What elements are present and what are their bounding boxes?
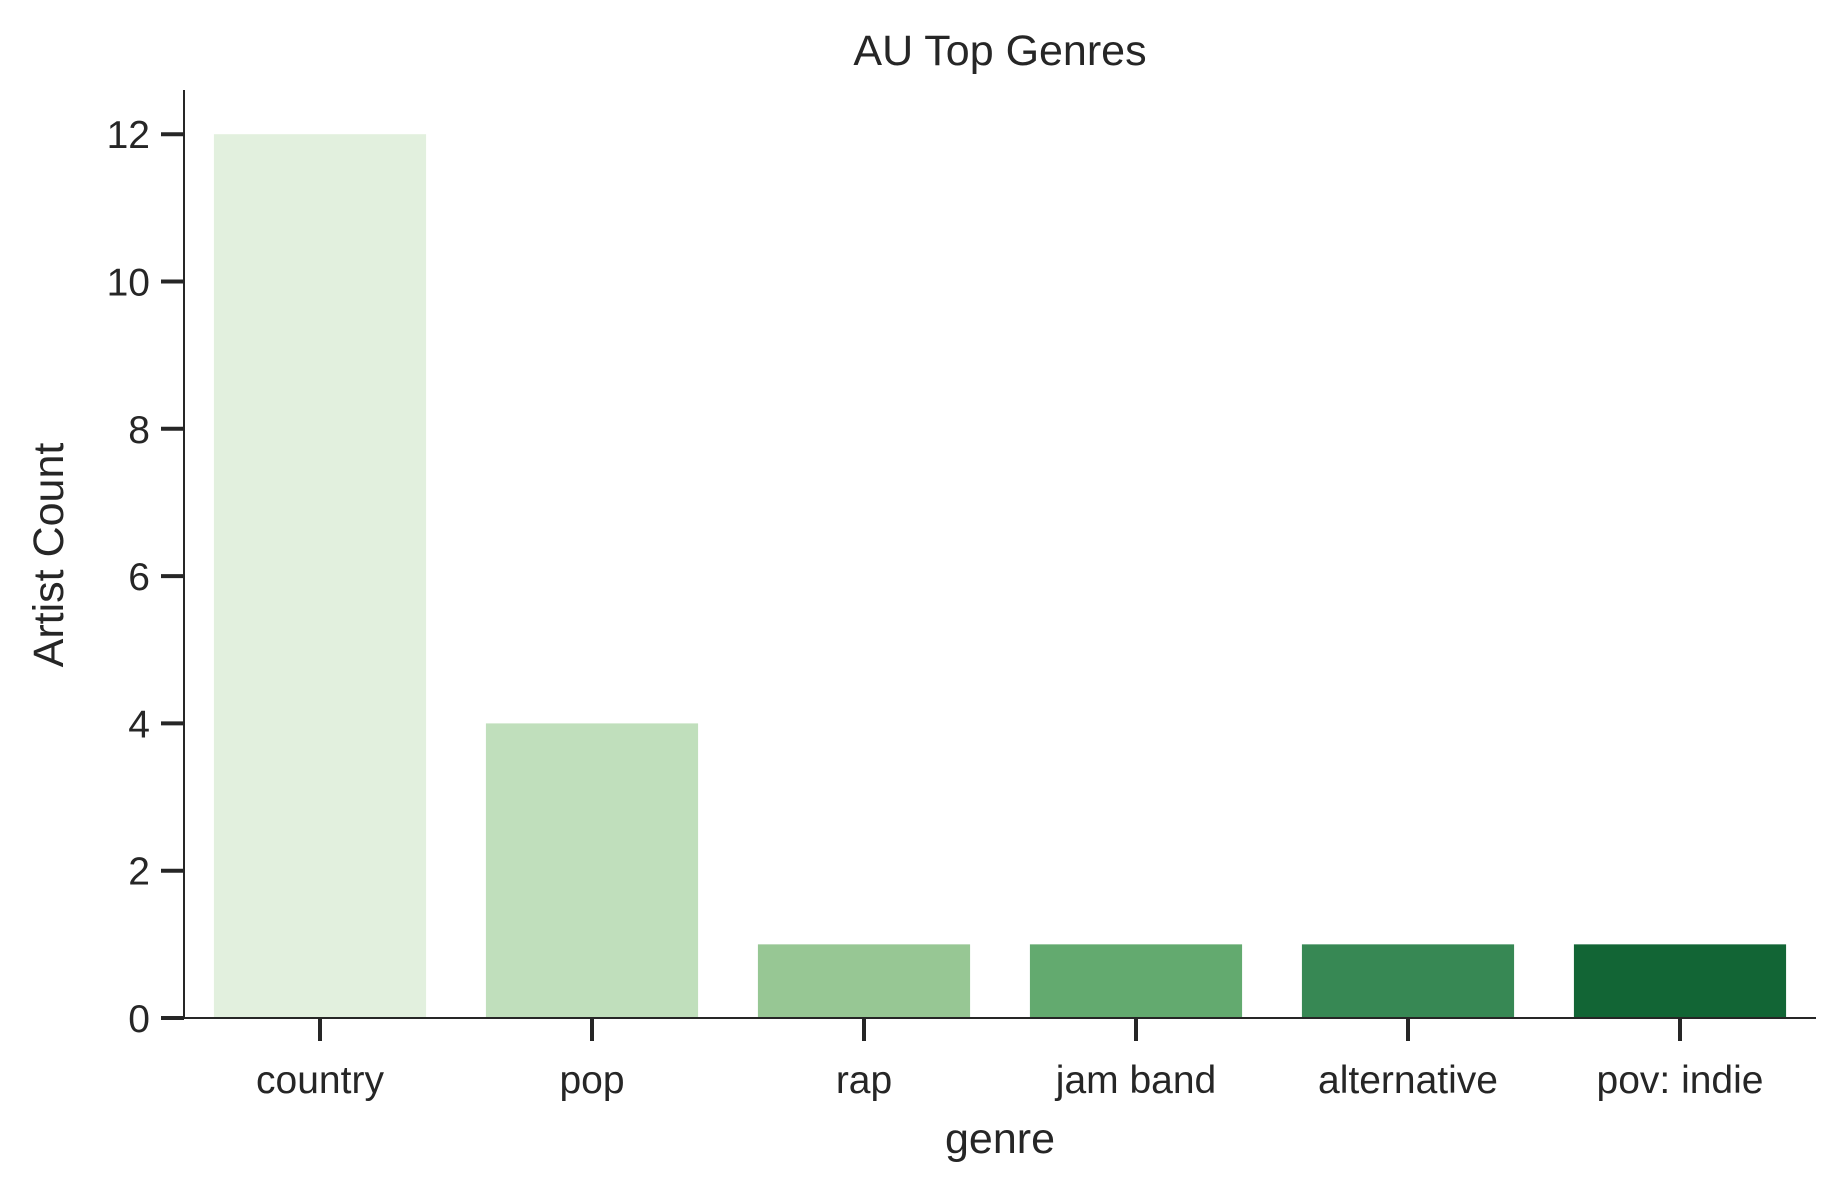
y-tick-label: 2 [128,851,150,894]
y-tick-label: 12 [107,114,150,157]
x-tick-label: alternative [1318,1059,1498,1102]
y-axis-label: Artist Count [25,443,73,668]
bar-country [213,134,427,1018]
y-tick-label: 4 [128,703,150,746]
y-tick-label: 0 [128,998,150,1041]
y-tick-label: 8 [128,409,150,452]
x-axis-ticks: country pop rap jam band alternative pov: ind… [256,1018,1763,1102]
x-tick-label: country [256,1059,384,1102]
bar-pop [485,723,699,1018]
bar-alternative [1301,944,1515,1018]
x-tick-label: rap [836,1059,892,1102]
bar-pov-indie [1573,944,1787,1018]
x-tick-label: jam band [1055,1059,1216,1102]
bars-group [213,134,1787,1018]
y-tick-label: 6 [128,556,150,599]
x-tick-label: pop [559,1059,624,1102]
x-tick-label: pov: indie [1597,1059,1764,1102]
chart-title: AU Top Genres [853,27,1146,75]
y-axis-ticks: 0 2 4 6 8 10 12 [107,114,184,1041]
bar-rap [757,944,971,1018]
y-tick-label: 10 [107,261,150,304]
x-axis-label: genre [945,1115,1055,1163]
bar-jam-band [1029,944,1243,1018]
